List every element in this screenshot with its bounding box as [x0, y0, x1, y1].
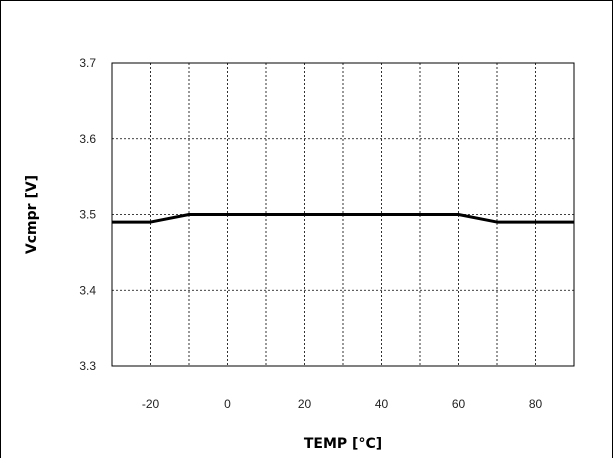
y-tick-label: 3.3: [79, 359, 96, 373]
series-line: [112, 213, 574, 224]
y-tick-label: 3.7: [79, 56, 96, 70]
x-tick-label: 0: [224, 397, 231, 411]
y-tick-labels: 3.3 3.4 3.5 3.6 3.7: [79, 56, 96, 373]
plot-area: [111, 62, 575, 367]
x-tick-label: 80: [529, 397, 543, 411]
x-tick-label: -20: [142, 397, 160, 411]
series-layer: [112, 213, 574, 224]
x-tick-label: 20: [298, 397, 312, 411]
y-axis-title: Vcmpr [V]: [24, 175, 40, 254]
y-tick-label: 3.4: [79, 283, 96, 297]
y-tick-label: 3.5: [79, 208, 96, 222]
x-tick-label: 40: [375, 397, 389, 411]
x-tick-label: 60: [452, 397, 466, 411]
y-tick-label: 3.6: [79, 132, 96, 146]
x-axis-title: TEMP [°C]: [304, 436, 382, 452]
x-tick-labels: -20 0 20 40 60 80: [142, 397, 543, 411]
